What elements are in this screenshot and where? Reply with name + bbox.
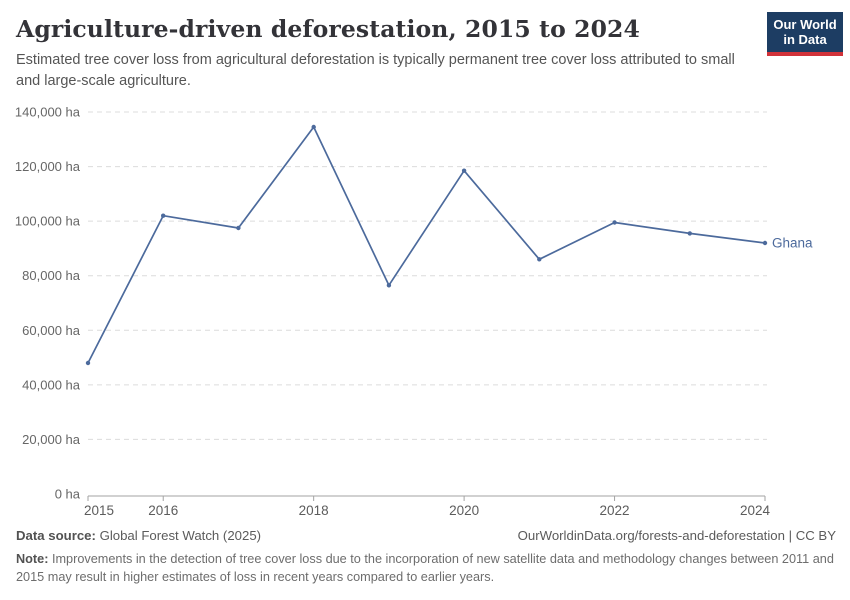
y-axis-tick-label: 0 ha [55,487,81,502]
x-axis-tick-label: 2015 [84,503,114,518]
y-axis-tick-label: 100,000 ha [15,214,81,229]
x-axis-tick-label: 2018 [299,503,329,518]
series-line[interactable] [87,126,766,364]
y-axis-tick-label: 40,000 ha [22,377,81,392]
footnote-text: Improvements in the detection of tree co… [16,552,834,585]
owid-logo-line1: Our World [773,17,837,32]
data-source: Data source: Global Forest Watch (2025) [16,528,261,543]
y-axis-tick-label: 60,000 ha [22,323,81,338]
series-end-label: Ghana [772,235,813,250]
x-axis-tick-label: 2024 [740,503,771,518]
x-axis-tick-label: 2020 [449,503,479,518]
data-point[interactable] [161,213,166,218]
y-axis-tick-label: 140,000 ha [15,105,81,120]
y-axis-tick-label: 20,000 ha [22,432,81,447]
data-point[interactable] [311,124,316,130]
data-point[interactable] [537,257,542,262]
citation: OurWorldinData.org/forests-and-deforesta… [517,528,836,543]
data-point[interactable] [687,231,692,236]
chart-subtitle: Estimated tree cover loss from agricultu… [16,52,735,89]
y-axis-tick-label: 80,000 ha [22,268,81,283]
chart-footer: Data source: Global Forest Watch (2025) … [0,528,850,586]
data-point[interactable] [85,360,91,366]
data-point[interactable] [612,220,617,225]
data-point[interactable] [461,168,467,173]
footer-row: Data source: Global Forest Watch (2025) … [16,528,836,543]
data-point[interactable] [386,283,392,288]
footnote: Note: Improvements in the detection of t… [16,550,834,586]
chart-header: Agriculture-driven deforestation, 2015 t… [0,0,850,91]
owid-logo[interactable]: Our World in Data [767,12,843,56]
y-axis-tick-label: 120,000 ha [15,159,81,174]
page-title: Agriculture-driven deforestation, 2015 t… [16,15,640,43]
data-point[interactable] [236,225,241,231]
data-source-label: Data source: [16,528,96,543]
x-axis-tick-label: 2022 [600,503,630,518]
footnote-label: Note: [16,552,49,566]
x-axis-tick-label: 2016 [148,503,178,518]
owid-logo-line2: in Data [783,32,827,48]
data-point[interactable] [762,240,768,246]
data-source-value: Global Forest Watch (2025) [99,528,262,543]
